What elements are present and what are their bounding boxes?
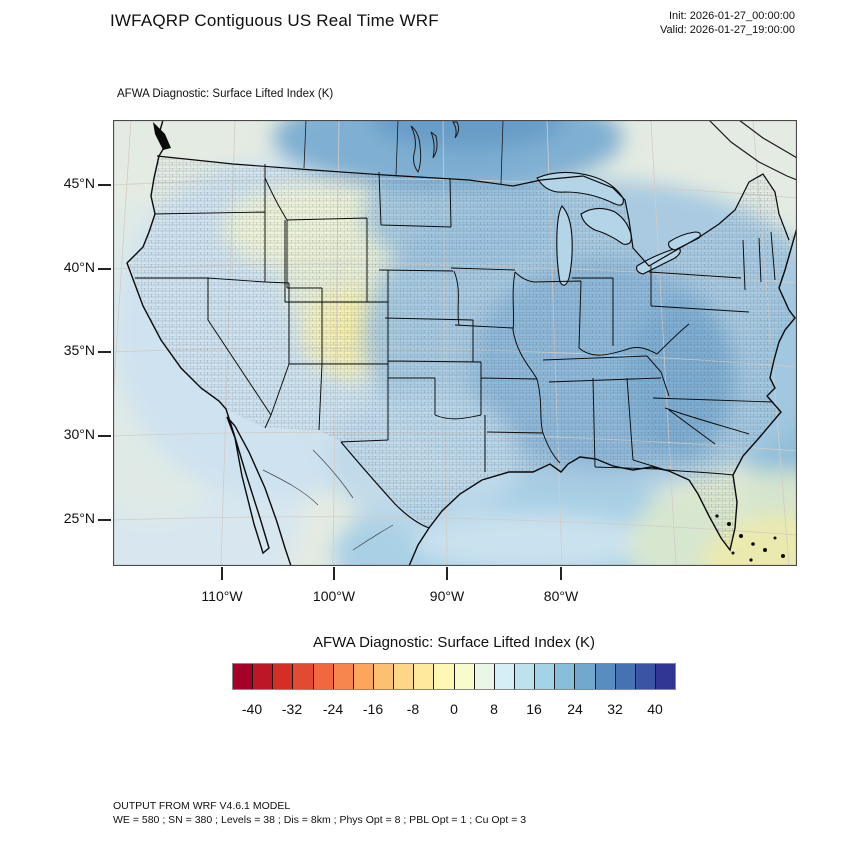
field-title: AFWA Diagnostic: Surface Lifted Index (K… xyxy=(117,88,334,100)
colorbar-cell xyxy=(615,664,636,689)
colorbar xyxy=(232,663,676,690)
colorbar-cell xyxy=(394,664,415,689)
lat-tick xyxy=(98,351,111,353)
map-border xyxy=(113,120,797,566)
colorbar-cell xyxy=(273,664,294,689)
run-time-info: Init: 2026-01-27_00:00:00 Valid: 2026-01… xyxy=(660,9,795,37)
colorbar-cell xyxy=(474,664,495,689)
model-info-line2: WE = 580 ; SN = 380 ; Levels = 38 ; Dis … xyxy=(113,813,527,826)
map-canvas xyxy=(113,120,797,566)
colorbar-tick-label: -32 xyxy=(281,701,303,717)
colorbar-cell xyxy=(353,664,374,689)
model-info: OUTPUT FROM WRF V4.6.1 MODEL WE = 580 ; … xyxy=(113,800,526,827)
lon-tick xyxy=(560,567,562,580)
lon-tick xyxy=(221,567,223,580)
colorbar-cell xyxy=(233,664,254,689)
lon-tick xyxy=(446,567,448,580)
colorbar-cell xyxy=(434,664,455,689)
colorbar-tick-label: 40 xyxy=(647,701,663,717)
colorbar-tick-label: -8 xyxy=(406,701,420,717)
mexico-borders xyxy=(262,449,394,551)
colorbar-cell xyxy=(494,664,515,689)
state-borders xyxy=(135,164,776,476)
lon-label-90w: 90°W xyxy=(429,588,465,604)
islands xyxy=(153,122,785,562)
colorbar-tick-label: -24 xyxy=(322,701,344,717)
lat-label-45n: 45°N xyxy=(63,175,95,191)
colorbar-tick-label: -40 xyxy=(241,701,263,717)
colorbar-title: AFWA Diagnostic: Surface Lifted Index (K… xyxy=(312,634,596,651)
rio-grande-border xyxy=(340,441,430,529)
lon-tick xyxy=(333,567,335,580)
colorbar-cell xyxy=(635,664,656,689)
colorbar-cell xyxy=(575,664,596,689)
colorbar-cell xyxy=(313,664,334,689)
colorbar-tick-label: 8 xyxy=(490,701,498,717)
lat-label-35n: 35°N xyxy=(63,342,95,358)
colorbar-cell xyxy=(333,664,354,689)
great-lakes xyxy=(536,171,701,286)
init-time: Init: 2026-01-27_00:00:00 xyxy=(669,10,795,22)
coastlines xyxy=(126,120,797,566)
lat-label-30n: 30°N xyxy=(63,426,95,442)
colorbar-cell xyxy=(454,664,475,689)
colorbar-cell xyxy=(253,664,274,689)
colorbar-tick-label: -16 xyxy=(362,701,384,717)
colorbar-tick-label: 24 xyxy=(567,701,583,717)
lat-label-40n: 40°N xyxy=(63,259,95,275)
lon-label-80w: 80°W xyxy=(543,588,579,604)
colorbar-cell xyxy=(555,664,576,689)
colorbar-cell xyxy=(414,664,435,689)
colorbar-cell xyxy=(293,664,314,689)
canada-borders xyxy=(303,120,797,185)
lat-tick xyxy=(98,435,111,437)
lat-tick xyxy=(98,519,111,521)
lat-tick xyxy=(98,184,111,186)
colorbar-cell xyxy=(373,664,395,689)
lat-label-25n: 25°N xyxy=(63,510,95,526)
lon-label-100w: 100°W xyxy=(312,588,356,604)
colorbar-tick-label: 16 xyxy=(526,701,542,717)
colorbar-cell xyxy=(535,664,556,689)
county-texture xyxy=(127,156,797,550)
us-wrf-map xyxy=(113,120,797,566)
model-info-line1: OUTPUT FROM WRF V4.6.1 MODEL xyxy=(113,800,291,812)
valid-time: Valid: 2026-01-27_19:00:00 xyxy=(660,24,795,36)
colorbar-tick-label: 0 xyxy=(450,701,458,717)
colorbar-cell xyxy=(595,664,616,689)
map-layers xyxy=(113,120,797,566)
colorbar-tick-label: 32 xyxy=(607,701,623,717)
lat-tick xyxy=(98,268,111,270)
page-title: IWFAQRP Contiguous US Real Time WRF xyxy=(110,11,439,30)
lon-label-110w: 110°W xyxy=(201,588,243,604)
colorbar-cell xyxy=(655,664,676,689)
colorbar-cell xyxy=(514,664,536,689)
